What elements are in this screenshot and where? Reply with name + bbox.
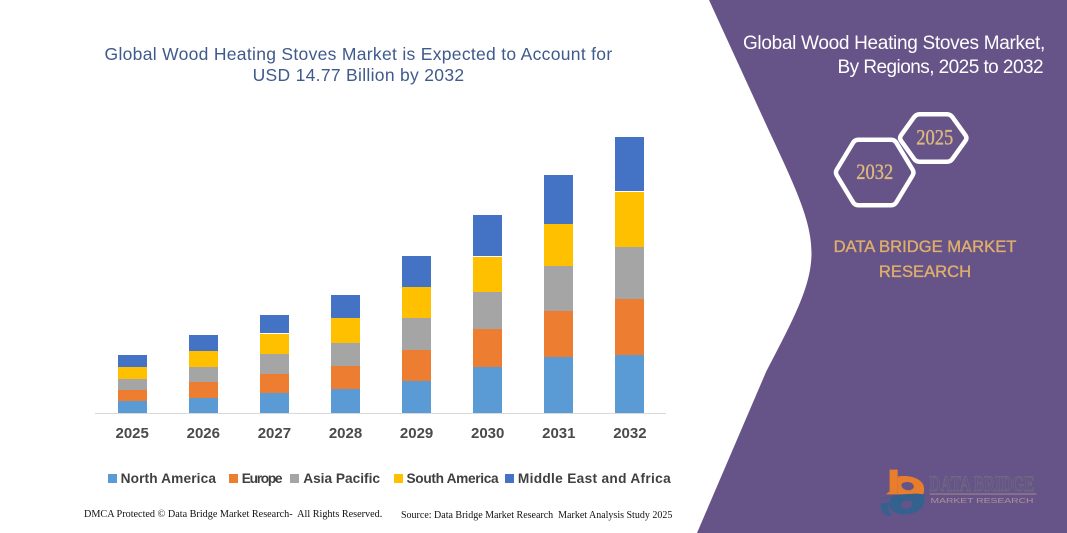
svg-text:MARKET RESEARCH: MARKET RESEARCH [931,496,1034,505]
svg-text:DATA BRIDGE: DATA BRIDGE [930,471,1035,496]
svg-text:2025: 2025 [916,124,953,149]
svg-text:2032: 2032 [856,159,893,184]
